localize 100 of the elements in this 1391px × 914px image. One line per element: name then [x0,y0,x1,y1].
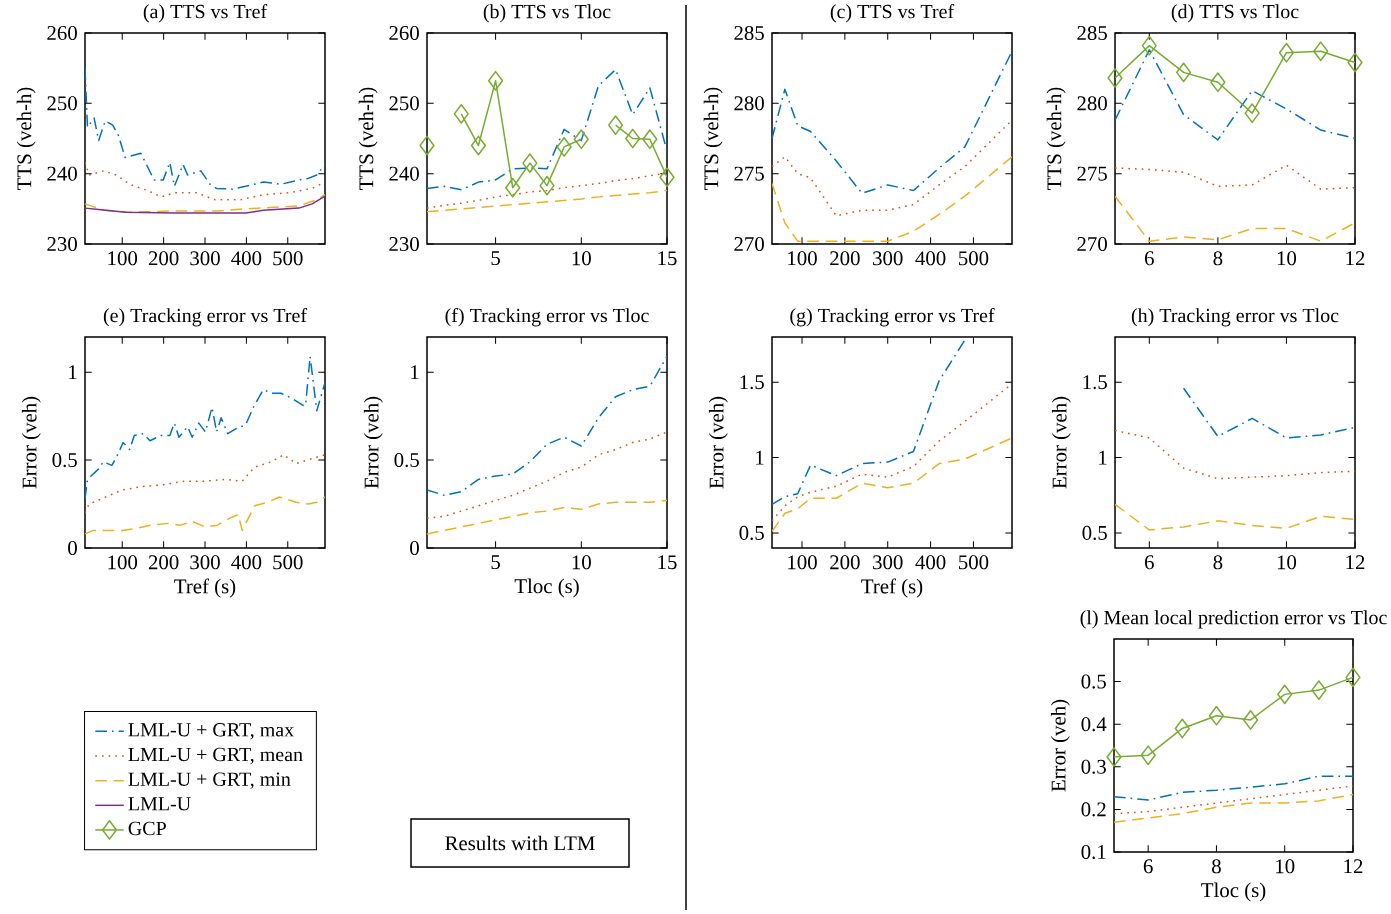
x-tick-label: 100 [788,555,817,570]
y-tick-label: 280 [1077,96,1107,111]
y-tick-label: 0 [68,540,77,556]
text: Results with LTM [445,835,595,851]
point [556,137,572,157]
chart-title: (d) TTS vs Tloc [1171,4,1299,23]
x-tick-label: 12 [1344,859,1363,874]
y-tick-label: 0.3 [1081,759,1106,774]
x-tick-label: 12 [1346,251,1365,266]
line-series [1115,49,1356,141]
x-tick-label: 300 [873,555,903,570]
y-tick-label: 240 [47,166,77,181]
y-tick-label: 230 [389,236,419,252]
y-tick-label: 1 [1099,450,1107,465]
x-axis-title: Tref (s) [861,578,923,598]
y-tick-label: 285 [734,25,764,41]
line-series [772,339,966,506]
y-tick-label: 280 [734,96,764,111]
point [1242,710,1259,730]
x-axis-title: Tloc (s) [514,578,579,598]
line-series [427,355,668,496]
x-axis-title: Tref (s) [174,578,236,598]
point [487,70,504,91]
point [1174,718,1190,739]
line-series [1114,775,1354,801]
point [1244,103,1260,124]
y-tick-label: 270 [1077,236,1107,252]
point [1313,41,1329,62]
point [659,167,675,188]
y-tick-label: 1 [756,450,764,465]
x-tick-label: 5 [491,251,500,266]
chart-title: (f) Tracking error vs Tloc [445,307,649,327]
y-axis-title: Error (veh) [1051,396,1071,489]
x-tick-label: 10 [1277,555,1297,570]
y-tick-label: 0.5 [1082,525,1107,540]
point [1278,42,1295,63]
y-tick-label: 0.5 [52,453,77,468]
x-tick-label: 500 [273,251,303,266]
line-series [1115,503,1356,531]
point [470,135,487,156]
y-tick-label: 240 [389,166,419,181]
x-tick-label: 6 [1144,555,1154,570]
y-axis-title: Error (veh) [1050,699,1070,792]
point [1106,747,1122,767]
y-tick-label: 260 [389,25,419,41]
point [1277,684,1293,705]
y-tick-label: 230 [47,236,77,252]
text: LML-U + GRT, mean [128,747,303,765]
chart-title: (h) Tracking error vs Tloc [1131,308,1339,327]
line-series [772,437,1013,533]
x-tick-label: 200 [830,251,860,266]
x-tick-label: 300 [873,251,903,266]
x-tick-label: 10 [1276,859,1295,874]
y-tick-label: 0.4 [1081,717,1107,732]
text: LML-U [128,797,191,811]
y-tick-label: 250 [389,96,419,111]
x-tick-label: 10 [572,555,591,570]
line-series [1115,164,1356,190]
point [1311,680,1327,701]
y-axis-title: TTS (veh-h) [703,87,723,190]
y-tick-label: 0.5 [739,525,764,540]
x-tick-label: 8 [1213,251,1223,266]
point [1345,667,1361,688]
chart-title: (c) TTS vs Tref [830,4,955,23]
y-tick-label: 0.5 [394,453,419,468]
y-tick-label: 270 [734,236,764,252]
y-axis-title: Error (veh) [363,396,383,489]
point [1210,72,1226,93]
chart-title: (e) Tracking error vs Tref [103,307,308,327]
chart-title: (b) TTS vs Tloc [483,4,611,23]
text: LML-U + GRT, max [128,723,294,740]
x-tick-label: 12 [1346,555,1365,570]
y-tick-label: 1 [69,365,77,380]
y-axis-title: Error (veh) [708,396,728,489]
y-tick-label: 260 [47,25,77,41]
x-tick-label: 500 [273,555,303,570]
x-tick-label: 8 [1213,555,1223,570]
point [419,135,435,156]
point [1208,705,1225,726]
y-tick-label: 250 [47,96,77,111]
point [1141,35,1157,56]
y-tick-label: 275 [1077,166,1107,181]
x-tick-label: 15 [658,555,677,570]
line-series [1115,195,1356,242]
text: LML-U + GRT, min [128,772,291,789]
y-tick-label: 1 [411,365,419,380]
x-tick-label: 200 [148,555,179,570]
x-tick-label: 400 [915,251,946,266]
x-tick-label: 100 [788,251,817,266]
point [642,129,658,150]
y-tick-label: 275 [734,166,764,181]
chart-title: (l) Mean local prediction error vs Tloc [1080,610,1387,629]
point [625,128,641,149]
line-series [85,355,325,500]
x-tick-label: 8 [1212,859,1221,874]
point [1347,52,1363,73]
legend-label: GCP [128,821,166,836]
x-tick-label: 300 [190,555,220,570]
y-tick-label: 1.5 [740,375,764,390]
y-tick-label: 285 [1077,25,1107,41]
